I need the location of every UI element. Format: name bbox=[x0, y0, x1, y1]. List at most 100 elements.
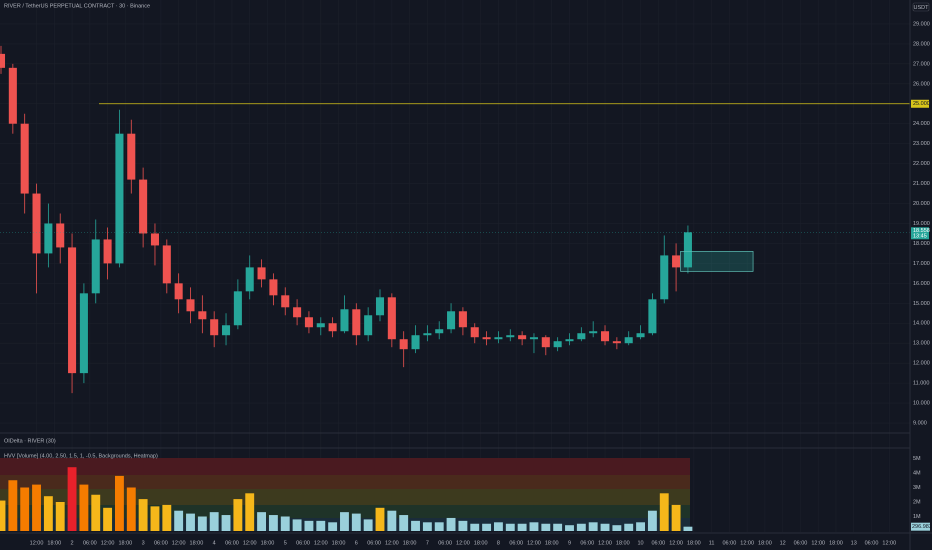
x-tick-label: 18:00 bbox=[545, 540, 559, 546]
volume-bar bbox=[482, 523, 492, 531]
candle-body bbox=[435, 329, 444, 334]
volume-bar bbox=[588, 522, 598, 531]
y-tick-label: 11.000 bbox=[913, 381, 929, 387]
candle-body bbox=[0, 53, 6, 68]
candle-body bbox=[103, 239, 112, 264]
volume-bar bbox=[565, 525, 574, 531]
y-tick-label: 24.000 bbox=[913, 121, 930, 127]
candle-body bbox=[281, 295, 290, 308]
volume-bar bbox=[162, 504, 172, 531]
candle-body bbox=[198, 311, 207, 320]
volume-bar bbox=[671, 504, 681, 531]
volume-tick-label: 2M bbox=[913, 499, 921, 505]
candle-body bbox=[648, 299, 657, 334]
x-tick-label: 12:00 bbox=[385, 540, 399, 546]
volume-bar bbox=[328, 522, 338, 531]
candle-body bbox=[399, 339, 408, 350]
x-tick-label: 18:00 bbox=[332, 540, 346, 546]
volume-bar bbox=[600, 523, 610, 531]
candle-body bbox=[529, 337, 538, 340]
indicator-title: HVV [Volume] (4.00, 2.50, 1.5, 1, -0.5, … bbox=[4, 453, 158, 459]
x-tick-label: 12:00 bbox=[882, 540, 896, 546]
volume-bar bbox=[399, 515, 409, 531]
y-tick-label: 22.000 bbox=[913, 161, 930, 167]
x-tick-label: 06:00 bbox=[651, 540, 665, 546]
x-tick-label: 12:00 bbox=[527, 540, 541, 546]
x-tick-label: 18:00 bbox=[261, 540, 275, 546]
candle-body bbox=[470, 327, 479, 338]
y-tick-label: 13.000 bbox=[913, 341, 930, 347]
candle-body bbox=[624, 337, 633, 344]
candle-body bbox=[233, 291, 242, 326]
candle-body bbox=[293, 307, 302, 318]
y-tick-label: 23.000 bbox=[913, 141, 930, 147]
x-tick-label: 06:00 bbox=[723, 540, 737, 546]
x-tick-label: 12:00 bbox=[172, 540, 186, 546]
volume-bar bbox=[316, 520, 326, 531]
y-tick-label: 9.000 bbox=[913, 420, 927, 426]
x-tick-label: 18:00 bbox=[758, 540, 772, 546]
candle-body bbox=[672, 255, 681, 268]
candle-body bbox=[44, 223, 53, 254]
volume-bar bbox=[553, 523, 563, 531]
candle-body bbox=[79, 293, 88, 374]
chart-title: RIVER / TetherUS PERPETUAL CONTRACT · 30… bbox=[4, 3, 150, 9]
x-tick-label: 06:00 bbox=[865, 540, 879, 546]
x-tick-label: 9 bbox=[568, 540, 571, 546]
candle-body bbox=[352, 309, 361, 336]
y-tick-label: 18.000 bbox=[913, 241, 930, 247]
candle-body bbox=[660, 255, 669, 300]
volume-bar bbox=[636, 522, 645, 531]
y-tick-label: 17.000 bbox=[913, 261, 930, 267]
band-red bbox=[0, 458, 690, 475]
volume-last-label: 296.983K bbox=[912, 524, 932, 530]
volume-bar bbox=[0, 500, 6, 531]
y-tick-label: 29.000 bbox=[913, 21, 930, 27]
volume-bar bbox=[114, 475, 124, 531]
candle-body bbox=[68, 247, 77, 374]
x-tick-label: 18:00 bbox=[403, 540, 417, 546]
candle-body bbox=[257, 267, 266, 280]
y-tick-label: 28.000 bbox=[913, 41, 930, 47]
candle-body bbox=[222, 325, 231, 336]
candle-body bbox=[174, 283, 183, 300]
overlay: 9.000 10.000 11.000 12.000 13.000 14.000 15.00… bbox=[30, 21, 932, 546]
y-tick-label: 21.000 bbox=[913, 181, 930, 187]
zone-box bbox=[680, 251, 754, 272]
candle-body bbox=[387, 297, 396, 340]
candle-body bbox=[162, 245, 171, 284]
volume-bar bbox=[411, 520, 420, 531]
volume-bar bbox=[493, 522, 503, 531]
x-tick-label: 12:00 bbox=[243, 540, 257, 546]
x-tick-label: 06:00 bbox=[438, 540, 452, 546]
candle-body bbox=[600, 331, 610, 342]
candle-body bbox=[56, 223, 65, 248]
volume-bar bbox=[363, 519, 373, 531]
currency-button[interactable] bbox=[912, 2, 930, 12]
candle-body bbox=[186, 299, 195, 312]
x-tick-label: 12:00 bbox=[314, 540, 328, 546]
volume-bar bbox=[32, 484, 41, 531]
x-tick-label: 11 bbox=[709, 540, 715, 546]
volume-bar bbox=[91, 494, 101, 531]
pane-label: OIDelta · RIVER (30) bbox=[4, 438, 56, 444]
volume-bar bbox=[304, 520, 314, 531]
candle-body bbox=[589, 331, 598, 334]
currency-label[interactable]: USDT bbox=[914, 5, 930, 11]
x-tick-label: 5 bbox=[284, 540, 287, 546]
y-tick-label: 20.000 bbox=[913, 201, 930, 207]
candle-body bbox=[139, 179, 148, 234]
candle-body bbox=[91, 239, 100, 294]
candle-body bbox=[458, 311, 467, 328]
level-label: 25.000 bbox=[913, 101, 930, 107]
x-tick-label: 12:00 bbox=[456, 540, 470, 546]
grid bbox=[0, 0, 910, 532]
candle-body bbox=[20, 123, 29, 194]
volume-bar bbox=[340, 512, 349, 531]
y-tick-label: 19.000 bbox=[913, 221, 930, 227]
x-tick-label: 12:00 bbox=[30, 540, 44, 546]
volume-bar bbox=[126, 487, 136, 531]
volume-backgrounds bbox=[0, 458, 690, 531]
candle-body bbox=[553, 341, 562, 348]
